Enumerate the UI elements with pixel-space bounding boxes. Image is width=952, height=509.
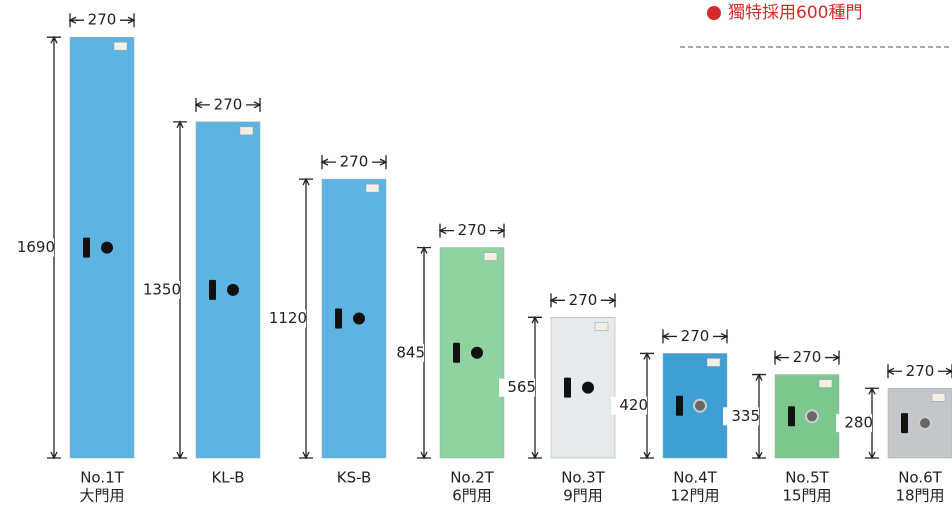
name-plate (818, 379, 833, 388)
name-plate (113, 41, 128, 51)
lock (101, 241, 113, 254)
name-plate (594, 322, 609, 331)
name-plate (706, 358, 721, 367)
lock (582, 381, 594, 394)
handle (676, 395, 683, 416)
name-plate (239, 126, 254, 136)
name-plate (483, 252, 498, 261)
label-bg (677, 327, 713, 346)
lock (471, 346, 483, 359)
width-label: 270 (88, 11, 117, 29)
width-label: 270 (569, 291, 598, 309)
height-label: 280 (844, 414, 873, 432)
label-bg (336, 153, 372, 172)
label-bg (789, 348, 825, 367)
width-label: 270 (906, 362, 935, 380)
label-bg (454, 221, 490, 240)
handle (453, 342, 460, 363)
name-plate (931, 393, 946, 402)
item-sub: 15門用 (782, 487, 831, 505)
item-sub: 大門用 (79, 487, 124, 505)
item-sub: 9門用 (563, 487, 603, 505)
height-label: 420 (619, 396, 648, 414)
height-label: 1690 (17, 238, 55, 256)
label-bg (565, 291, 601, 310)
header-note: 獨特採用600種門 (728, 3, 862, 23)
item-name: No.5T (785, 469, 829, 487)
bullet (707, 6, 721, 20)
item-name: No.3T (561, 469, 605, 487)
item-sub: 6門用 (452, 487, 492, 505)
label-bg (18, 238, 54, 257)
width-label: 270 (793, 348, 822, 366)
label-bg (902, 362, 938, 381)
item-name: No.2T (450, 469, 494, 487)
height-label: 335 (731, 407, 760, 425)
width-label: 270 (458, 221, 487, 239)
handle (564, 377, 571, 398)
height-label: 1120 (269, 309, 307, 327)
item-name: No.1T (80, 469, 124, 487)
width-label: 270 (681, 327, 710, 345)
height-label: 565 (507, 378, 536, 396)
label-bg (210, 95, 246, 114)
label-bg (388, 343, 424, 362)
width-label: 270 (214, 95, 243, 113)
lock (805, 409, 819, 424)
item-name: No.4T (673, 469, 717, 487)
item-sub: 12門用 (670, 487, 719, 505)
handle (83, 237, 90, 258)
item-sub: 18門用 (895, 487, 944, 505)
label-bg (84, 11, 120, 30)
item-name: No.6T (898, 469, 942, 487)
lock (918, 416, 932, 431)
handle (335, 308, 342, 329)
lock (693, 398, 707, 413)
handle (788, 406, 795, 427)
label-bg (144, 280, 180, 299)
item-name: KL-B (211, 469, 244, 487)
label-bg (499, 378, 535, 397)
name-plate (365, 183, 380, 193)
lock (227, 283, 239, 296)
lock (353, 312, 365, 325)
item-name: KS-B (337, 469, 372, 487)
handle (901, 413, 908, 434)
label-bg (270, 309, 306, 328)
height-label: 1350 (143, 280, 181, 298)
handle (209, 279, 216, 300)
label-bg (836, 414, 872, 433)
label-bg (611, 396, 647, 415)
label-bg (723, 407, 759, 426)
height-label: 845 (396, 343, 425, 361)
width-label: 270 (340, 153, 369, 171)
